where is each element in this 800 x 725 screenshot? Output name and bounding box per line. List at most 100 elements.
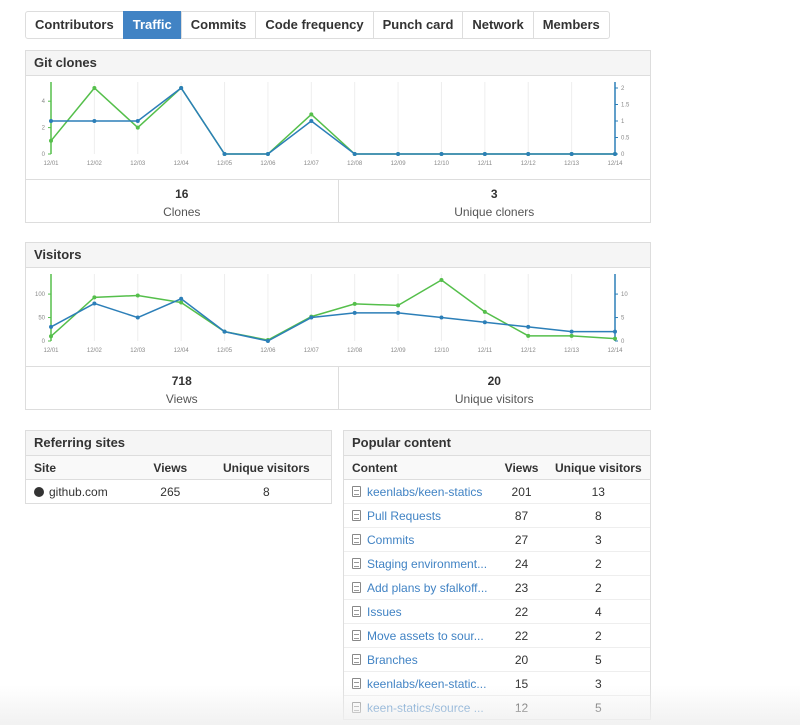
column-unique-visitors: Unique visitors <box>546 456 650 480</box>
visitors-panel: Visitors 12/01 12/02 12/03 12/04 12/05 12/06 1… <box>25 242 651 410</box>
x-tick-label: 12/07 <box>304 348 320 354</box>
series-line-green <box>50 279 616 341</box>
column-content: Content <box>344 456 497 480</box>
unique-cell: 13 <box>546 479 650 504</box>
data-point-blue <box>179 296 184 301</box>
git-clones-stats: 16 Clones 3 Unique cloners <box>26 179 650 223</box>
git-clones-title: Git clones <box>26 51 650 76</box>
right-tick-label: 5 <box>621 316 625 322</box>
file-icon <box>352 485 361 497</box>
data-point-green <box>613 336 617 341</box>
data-point-green <box>309 112 314 117</box>
data-point-green <box>179 300 184 305</box>
x-tick-label: 12/13 <box>564 348 580 354</box>
tab-punch-card[interactable]: Punch card <box>372 11 464 39</box>
git-clones-chart: 12/01 12/02 12/03 12/04 12/05 12/06 12/07 12/08… <box>26 76 650 179</box>
left-tick-label: 0 <box>42 339 46 345</box>
x-tick-label: 12/05 <box>217 348 233 354</box>
data-point-green <box>49 138 53 143</box>
content-cell: keenlabs/keen-statics <box>344 479 497 504</box>
content-link[interactable]: keen-statics/source ... <box>367 700 484 715</box>
tab-network[interactable]: Network <box>462 11 534 39</box>
x-tick-label: 12/13 <box>564 161 580 167</box>
views-cell: 265 <box>160 484 181 499</box>
content-link[interactable]: Commits <box>367 532 415 547</box>
data-point-blue <box>613 329 617 334</box>
content-cell: Commits <box>344 527 497 552</box>
unique-cell: 2 <box>546 623 650 648</box>
table-header-row: Content Views Unique visitors <box>344 456 650 480</box>
x-tick-label: 12/07 <box>304 161 320 167</box>
table-row: keen-statics/source ... 12 5 <box>344 696 650 720</box>
table-row: Add plans by sfalkoff... 23 2 <box>344 575 650 600</box>
data-point-blue <box>526 152 531 156</box>
views-cell: 23 <box>496 575 547 600</box>
right-tick-label: 1 <box>621 119 625 125</box>
data-point-blue <box>396 310 401 315</box>
data-point-blue <box>135 119 140 123</box>
unique-visitors-label: Unique visitors <box>454 392 534 406</box>
views-cell: 201 <box>496 479 547 504</box>
content-link[interactable]: Staging environment... <box>367 556 488 571</box>
clones-count: 16 <box>175 187 189 201</box>
referring-sites-title: Referring sites <box>26 431 331 456</box>
x-tick-label: 12/09 <box>391 348 407 354</box>
content-cell: keenlabs/keen-static... <box>344 671 497 696</box>
unique-cell: 5 <box>594 700 602 715</box>
data-point-green <box>135 293 140 298</box>
content-link[interactable]: Branches <box>367 652 418 667</box>
popular-content-panel: Popular content Content Views Unique vis… <box>343 430 651 720</box>
unique-cell: 5 <box>546 647 650 672</box>
data-point-blue <box>179 86 184 90</box>
x-tick-label: 12/10 <box>434 161 450 167</box>
x-tick-label: 12/14 <box>607 348 623 354</box>
file-icon <box>352 629 361 641</box>
popular-content-title: Popular content <box>344 431 650 456</box>
data-point-blue <box>526 324 531 329</box>
x-tick-label: 12/05 <box>217 161 233 167</box>
tab-code-frequency[interactable]: Code frequency <box>255 11 374 39</box>
file-icon <box>352 509 361 521</box>
data-point-blue <box>396 152 401 156</box>
views-label: Views <box>165 392 198 406</box>
right-tick-label: 1.5 <box>621 103 630 109</box>
data-point-blue <box>439 152 444 156</box>
unique-visitors-count: 20 <box>487 374 501 388</box>
x-tick-label: 12/08 <box>347 348 363 354</box>
tab-traffic[interactable]: Traffic <box>122 11 182 39</box>
data-point-blue <box>439 315 444 320</box>
file-icon <box>352 533 361 545</box>
content-link[interactable]: Move assets to sour... <box>367 628 484 643</box>
right-tick-label: 0 <box>621 339 625 345</box>
visitors-stats: 718 Views 20 Unique visitors <box>26 366 650 410</box>
tab-contributors[interactable]: Contributors <box>25 11 124 39</box>
content-link[interactable]: keenlabs/keen-statics <box>367 484 483 499</box>
x-tick-label: 12/12 <box>521 161 537 167</box>
tab-members[interactable]: Members <box>532 11 610 39</box>
data-point-green <box>135 125 140 130</box>
data-point-blue <box>569 152 574 156</box>
unique-cell: 8 <box>546 503 650 528</box>
content-link[interactable]: Add plans by sfalkoff... <box>367 580 488 595</box>
referring-sites-table: Site Views Unique visitors github.com 26… <box>26 456 331 503</box>
views-cell: 27 <box>496 527 547 552</box>
x-tick-label: 12/09 <box>391 161 407 167</box>
series-line-blue <box>51 86 615 155</box>
content-link[interactable]: Pull Requests <box>367 508 442 523</box>
x-tick-label: 12/11 <box>478 348 493 354</box>
tab-commits[interactable]: Commits <box>180 11 257 39</box>
file-icon <box>352 557 361 569</box>
unique-cell: 8 <box>262 484 270 499</box>
content-cell: Staging environment... <box>344 551 497 576</box>
content-link[interactable]: keenlabs/keen-static... <box>367 676 487 691</box>
content-link[interactable]: Issues <box>367 604 402 619</box>
unique-cell: 3 <box>546 527 650 552</box>
git-clones-panel: Git clones 12/01 12/02 12/03 12/04 12/05 12/0… <box>25 50 651 223</box>
content-cell: Add plans by sfalkoff... <box>344 575 497 600</box>
content-cell: keen-statics/source ... <box>344 696 497 720</box>
left-tick-label: 100 <box>35 292 46 298</box>
file-icon <box>352 605 361 617</box>
views-cell: 20 <box>496 647 547 672</box>
data-point-green <box>92 295 97 300</box>
github-icon <box>34 486 44 497</box>
